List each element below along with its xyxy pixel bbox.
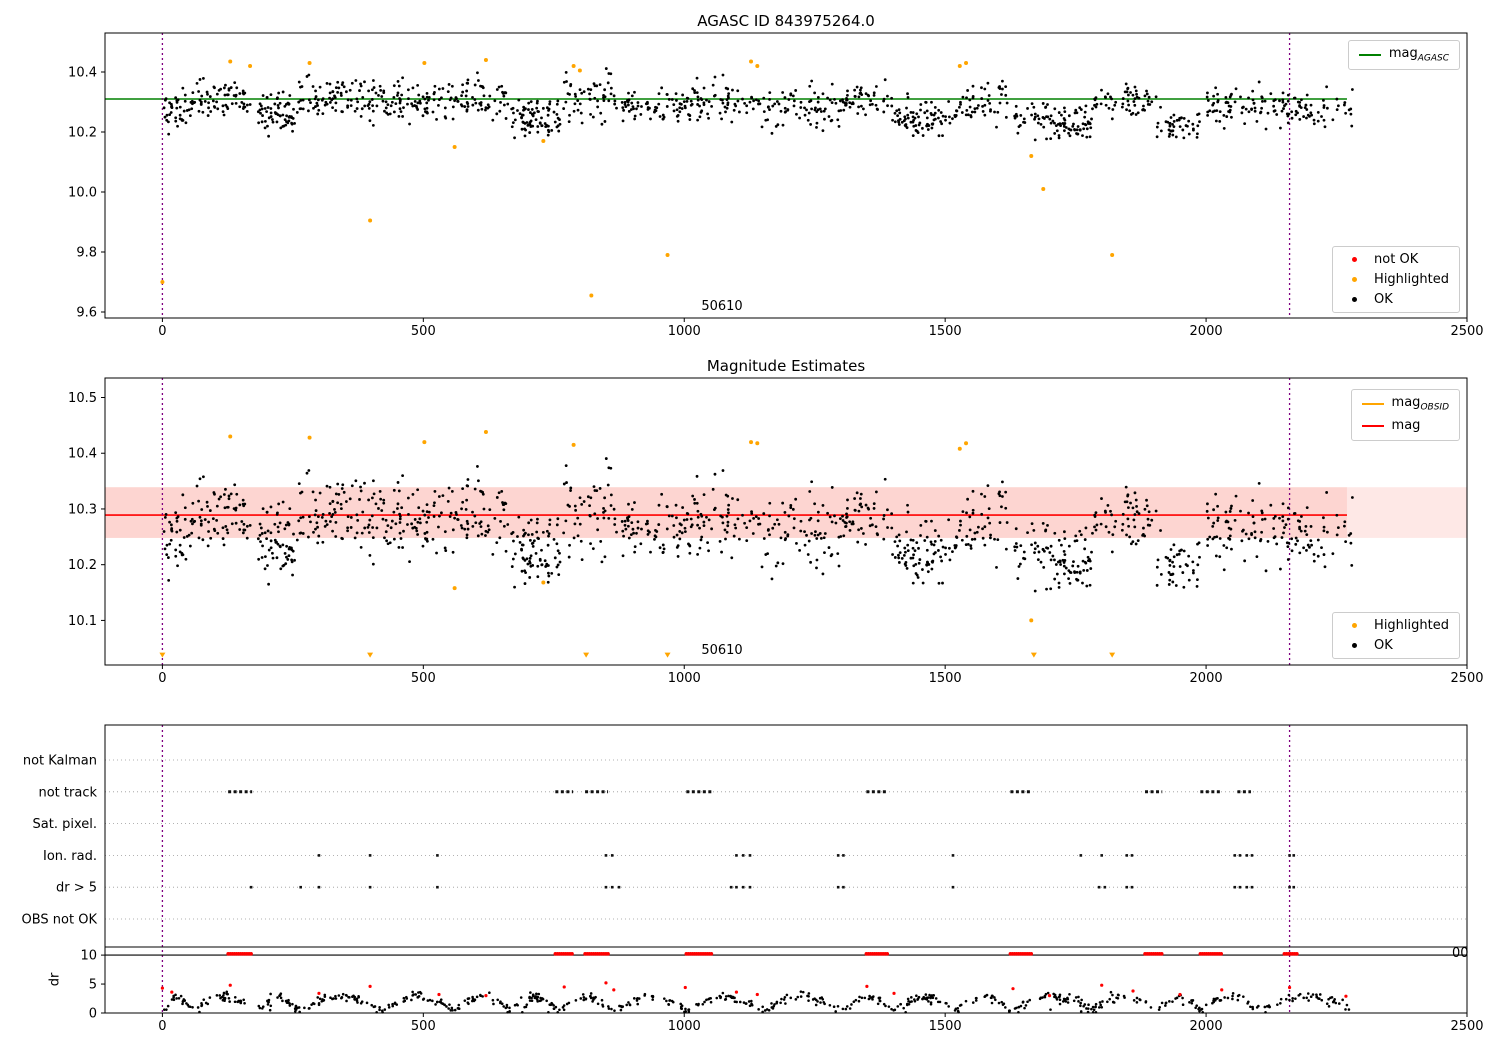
svg-text:2500: 2500: [1450, 1019, 1483, 1034]
legend-mag-agasc: magAGASC: [1347, 40, 1460, 70]
legend-text: mag: [1388, 46, 1418, 61]
legend-item-mag: mag: [1361, 418, 1449, 436]
svg-text:1500: 1500: [929, 324, 962, 339]
svg-text:2000: 2000: [1190, 1019, 1223, 1034]
legend-item-mag-obsid: magOBSID: [1361, 395, 1449, 413]
svg-text:5: 5: [89, 978, 97, 993]
dr-axes: 0 500 1000 1500 2000 2500 0 5 10: [80, 946, 1484, 1034]
svg-text:2000: 2000: [1190, 324, 1223, 339]
orange-dot-marker: [1352, 277, 1358, 282]
red-dot-marker: [1352, 257, 1358, 262]
agasc-ok-points: [162, 67, 1354, 142]
svg-text:1000: 1000: [668, 324, 701, 339]
svg-text:2000: 2000: [1190, 671, 1223, 686]
chart-agasc: [105, 33, 1347, 318]
svg-text:2500: 2500: [1450, 324, 1483, 339]
magest-axes: 0 500 1000 1500 2000 2500 10.1 10.2 10.3 10.4 10.5: [68, 377, 1484, 686]
legend-subscript: AGASC: [1417, 53, 1449, 64]
legend-label-mag-agasc: magAGASC: [1389, 46, 1449, 64]
svg-text:10.1: 10.1: [68, 614, 97, 629]
magest-clipped-highlighted: [159, 652, 1116, 658]
legend-item-not-ok: not OK: [1343, 252, 1449, 267]
legend-label-mag: mag: [1392, 418, 1421, 436]
legend-text: mag: [1391, 395, 1421, 410]
legend-item-highlighted: Highlighted: [1343, 618, 1449, 633]
chart-magnitude-title: Magnitude Estimates: [706, 357, 866, 375]
clipped-tick-label: 00: [1452, 946, 1469, 961]
legend-item-ok: OK: [1343, 638, 1449, 653]
agasc-axes: 0 500 1000 1500 2000 2500 9.6 9.8 10.0 10.2 10.4: [68, 32, 1484, 339]
svg-text:10.5: 10.5: [68, 391, 97, 406]
svg-text:10.2: 10.2: [68, 558, 97, 573]
green-line-marker: [1358, 53, 1381, 56]
svg-text:Sat. pixel.: Sat. pixel.: [33, 817, 97, 832]
dr-notok-points: [160, 981, 1348, 998]
legend-label-ok: OK: [1374, 292, 1393, 307]
svg-text:0: 0: [158, 671, 166, 686]
legend-item-mag-agasc: magAGASC: [1358, 46, 1449, 64]
svg-text:9.8: 9.8: [76, 246, 97, 261]
svg-text:0: 0: [158, 324, 166, 339]
svg-text:10.4: 10.4: [68, 66, 97, 81]
legend-item-highlighted: Highlighted: [1343, 272, 1449, 287]
legend-label-mag-obsid: magOBSID: [1392, 395, 1449, 413]
legend-item-ok: OK: [1343, 292, 1449, 307]
svg-text:10.2: 10.2: [68, 126, 97, 141]
svg-text:500: 500: [411, 671, 436, 686]
svg-text:500: 500: [411, 1019, 436, 1034]
black-dot-marker: [1352, 643, 1358, 648]
legend-label-ok: OK: [1374, 638, 1393, 653]
flags-dr-gt5: [249, 885, 1296, 889]
legend-subscript: OBSID: [1420, 402, 1449, 413]
dr-axis-label: dr: [47, 972, 63, 987]
svg-text:not Kalman: not Kalman: [23, 754, 97, 769]
chart-flags: not Kalman not track Sat. pixel. Ion. rad. d…: [22, 725, 1467, 1013]
dr-clipped-points: [226, 952, 1299, 956]
legend-mag-lines: magOBSID mag: [1350, 389, 1460, 442]
svg-text:1500: 1500: [929, 671, 962, 686]
chart-agasc-title: AGASC ID 843975264.0: [697, 12, 875, 30]
svg-text:2500: 2500: [1450, 671, 1483, 686]
svg-text:10: 10: [80, 949, 97, 964]
agasc-highlighted-points: [160, 58, 1115, 298]
svg-text:0: 0: [89, 1007, 97, 1022]
svg-text:10.0: 10.0: [68, 186, 97, 201]
svg-text:9.6: 9.6: [76, 306, 97, 321]
svg-text:dr > 5: dr > 5: [56, 881, 97, 896]
legend-point-types-bottom: Highlighted OK: [1332, 612, 1460, 659]
legend-point-types-top: not OK Highlighted OK: [1332, 246, 1460, 313]
svg-text:0: 0: [158, 1019, 166, 1034]
orange-line-marker: [1361, 402, 1384, 405]
svg-text:OBS not OK: OBS not OK: [22, 913, 98, 928]
svg-text:1500: 1500: [929, 1019, 962, 1034]
svg-text:500: 500: [411, 324, 436, 339]
flags-axes: [104, 724, 1468, 948]
svg-text:not track: not track: [38, 785, 97, 800]
red-line-marker: [1361, 425, 1384, 428]
legend-label-not-ok: not OK: [1374, 252, 1419, 267]
magest-ok-points: [162, 457, 1354, 593]
svg-text:1000: 1000: [668, 1019, 701, 1034]
dr-ok-points: [162, 990, 1351, 1014]
svg-text:1000: 1000: [668, 671, 701, 686]
black-dot-marker: [1352, 297, 1358, 302]
legend-label-highlighted: Highlighted: [1374, 272, 1449, 287]
flags-ion-rad: [317, 854, 1296, 857]
svg-text:10.4: 10.4: [68, 447, 97, 462]
obsid-annotation-middle: 50610: [701, 643, 743, 658]
obsid-annotation-top: 50610: [701, 299, 743, 314]
legend-text: mag: [1391, 417, 1421, 433]
magest-highlighted-points: [228, 430, 1034, 623]
svg-text:10.3: 10.3: [68, 502, 97, 517]
svg-text:Ion. rad.: Ion. rad.: [43, 849, 97, 864]
legend-label-highlighted: Highlighted: [1374, 618, 1449, 633]
orange-dot-marker: [1352, 623, 1358, 628]
